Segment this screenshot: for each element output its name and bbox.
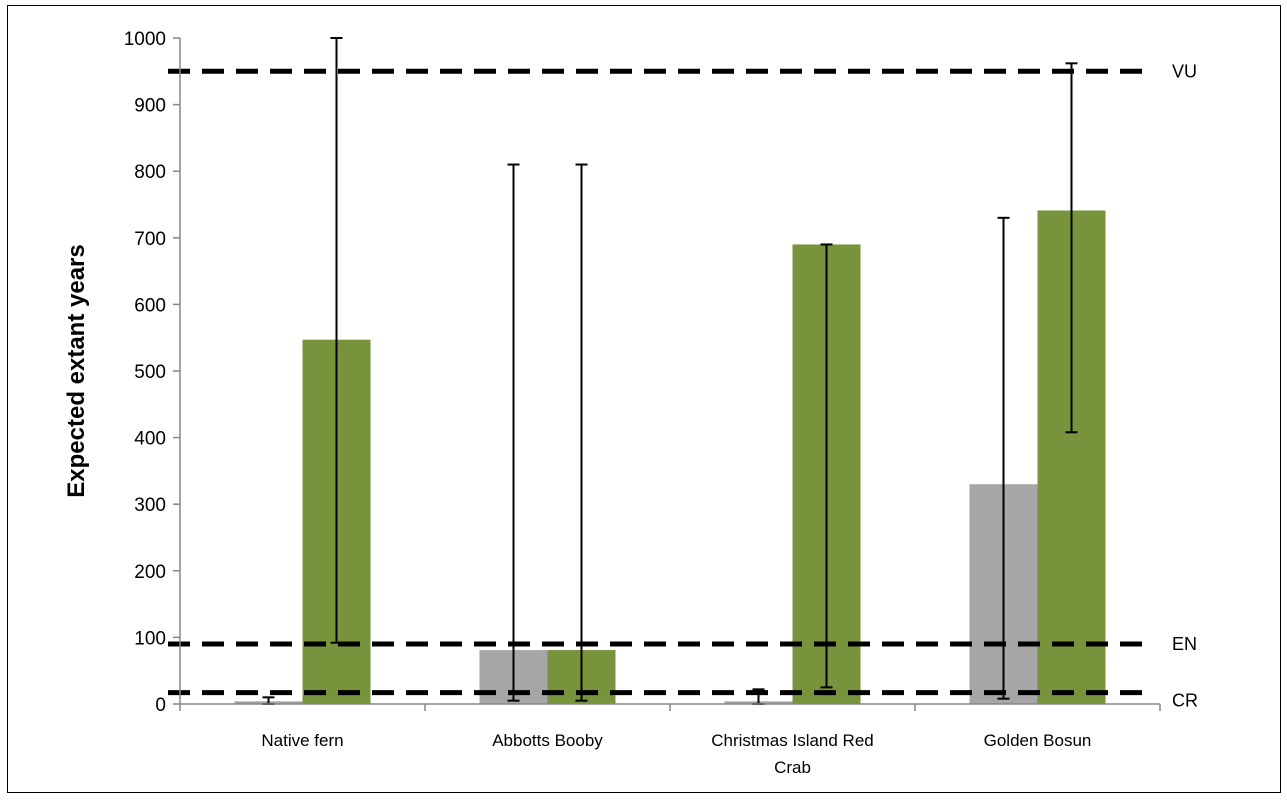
bars-layer	[234, 210, 1106, 704]
y-tick-label: 300	[134, 495, 166, 516]
threshold-label: CR	[1172, 691, 1198, 711]
threshold-lines-layer	[168, 68, 1150, 696]
threshold-label: VU	[1172, 61, 1197, 81]
y-tick-label: 800	[134, 162, 166, 183]
error-bars-layer	[262, 37, 1078, 705]
axes-layer	[173, 37, 1161, 711]
y-tick-label: 100	[134, 628, 166, 649]
x-tick-label: Christmas Island Red	[711, 731, 874, 750]
y-tick-label: 200	[134, 562, 166, 583]
x-tick-label: Golden Bosun	[984, 731, 1092, 750]
y-tick-label: 1000	[124, 29, 166, 50]
labels-layer: VU EN CR 0 100 200 300 400 500 600 700 800 900 1000 Na…	[63, 29, 1198, 777]
y-tick-label: 500	[134, 362, 166, 383]
y-tick-label: 400	[134, 429, 166, 450]
x-tick-label: Abbotts Booby	[492, 731, 603, 750]
y-tick-label: 900	[134, 96, 166, 117]
x-tick-label: Crab	[774, 758, 811, 777]
x-tick-label: Native fern	[261, 731, 343, 750]
threshold-label: EN	[1172, 634, 1197, 654]
y-axis-title: Expected extant years	[63, 244, 90, 497]
y-tick-label: 0	[155, 695, 166, 716]
y-tick-label: 700	[134, 229, 166, 250]
y-tick-label: 600	[134, 295, 166, 316]
